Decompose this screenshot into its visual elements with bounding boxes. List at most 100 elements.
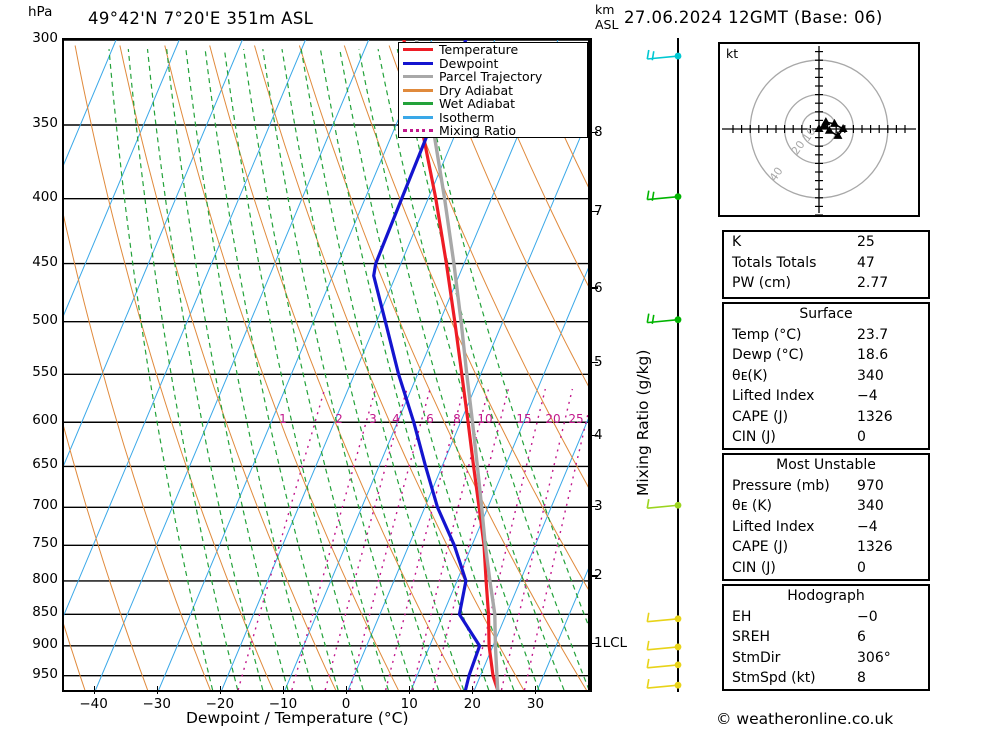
stat-key: θᴇ (K)	[732, 498, 772, 514]
mixing-ratio-label: 10	[477, 412, 493, 426]
altitude-tick-label: 1LCL	[594, 635, 628, 652]
legend-label: Isotherm	[439, 109, 495, 125]
temperature-tick-label: 20	[463, 696, 481, 712]
skewt-diagram[interactable]: Temperature Dewpoint Parcel Trajectory Dry …	[62, 38, 590, 692]
pressure-tick-label: 350	[32, 115, 58, 131]
legend-swatch	[403, 88, 433, 92]
stat-value: 0	[857, 429, 866, 445]
temperature-tick-mark	[282, 686, 284, 694]
stat-row: θᴇ(K) 340	[724, 366, 928, 387]
stat-row: Lifted Index −4	[724, 517, 928, 538]
pressure-tick-label: 800	[32, 570, 58, 587]
stat-value: 23.7	[857, 326, 889, 343]
wind-barb-column	[640, 38, 700, 692]
stat-key: CIN (J)	[732, 559, 776, 576]
temperature-tick-mark	[219, 686, 221, 694]
sounding-datetime: 27.06.2024 12GMT (Base: 06)	[624, 8, 883, 27]
x-axis-label: Dewpoint / Temperature (°C)	[186, 709, 409, 727]
stat-key: StmDir	[732, 649, 781, 666]
temperature-tick-mark	[409, 686, 411, 694]
stat-value: 47	[857, 254, 875, 271]
pressure-tick-label: 700	[32, 497, 58, 514]
legend-item-temperature: Temperature	[399, 43, 587, 57]
altitude-tick-label: 6	[594, 279, 603, 296]
hodograph-panel[interactable]: 10 20 40 kt	[718, 42, 920, 217]
stat-row: K 25	[724, 232, 928, 253]
station-title: 49°42'N 7°20'E 351m ASL	[88, 9, 314, 28]
pressure-unit-label: hPa	[28, 4, 53, 20]
stat-key: K	[732, 234, 742, 250]
legend-item-parcel-trajectory: Parcel Trajectory	[399, 70, 587, 84]
stat-row: Temp (°C) 23.7	[724, 325, 928, 346]
altitude-tick-label: 3	[594, 498, 603, 515]
stat-key: CIN (J)	[732, 429, 776, 445]
stat-row: θᴇ (K) 340	[724, 496, 928, 517]
altitude-tick-label: 5	[594, 354, 603, 371]
temperature-tick-label: 10	[400, 696, 418, 712]
altitude-axis: 8 7 6 5 4 3 2 1LCL	[590, 0, 660, 733]
pressure-tick-label: 850	[32, 604, 58, 621]
altitude-tick-label: 8	[594, 124, 603, 141]
stat-row: PW (cm) 2.77	[724, 273, 928, 294]
stat-key: EH	[732, 608, 752, 625]
mixing-ratio-label: 2	[335, 412, 343, 426]
temperature-tick-mark	[472, 686, 474, 694]
altitude-tick-mark	[590, 287, 598, 289]
stat-key: Lifted Index	[732, 388, 815, 404]
stat-key: SREH	[732, 629, 770, 645]
altitude-tick-mark	[590, 131, 598, 134]
stat-value: −4	[857, 388, 878, 404]
altitude-unit-label-line2: ASL	[595, 17, 619, 32]
stat-key: StmSpd (kt)	[732, 670, 816, 686]
legend-swatch	[403, 129, 433, 133]
most-unstable-panel: Most Unstable Pressure (mb) 970 θᴇ (K) 340 L…	[722, 453, 930, 581]
stat-row: Totals Totals 47	[724, 253, 928, 274]
temperature-tick-mark	[535, 686, 537, 694]
altitude-tick-label: 7	[594, 203, 603, 220]
pressure-tick-label: 900	[32, 635, 58, 652]
mixing-ratio-label: 20	[545, 412, 561, 426]
legend-label: Wet Adiabat	[439, 96, 516, 111]
legend-item-wet-adiabat: Wet Adiabat	[399, 97, 587, 111]
legend-item-dry-adiabat: Dry Adiabat	[399, 83, 587, 98]
pressure-tick-label: 300	[32, 30, 58, 46]
temperature-tick-label: −40	[79, 696, 108, 712]
temperature-tick-label: −20	[205, 696, 235, 712]
plot-legend: Temperature Dewpoint Parcel Trajectory Dry …	[398, 42, 588, 138]
altitude-tick-mark	[590, 574, 598, 577]
pressure-tick-label: 600	[32, 412, 58, 429]
stat-row: CAPE (J) 1326	[724, 407, 928, 428]
mixing-ratio-label: 6	[426, 412, 434, 426]
stat-value: 970	[857, 477, 884, 494]
legend-swatch	[403, 115, 433, 119]
stat-value: 340	[857, 498, 884, 514]
legend-label: Temperature	[439, 42, 519, 57]
stat-value: 1326	[857, 539, 893, 555]
svg-text:40: 40	[767, 165, 786, 184]
legend-item-mixing-ratio: Mixing Ratio	[399, 124, 587, 138]
stat-key: PW (cm)	[732, 275, 791, 291]
surface-panel: Surface Temp (°C) 23.7 Dewp (°C) 18.6 θᴇ(K) 3…	[722, 302, 930, 450]
temperature-tick-mark	[156, 686, 158, 694]
pressure-tick-label: 950	[32, 665, 58, 682]
hodograph-stats-panel: Hodograph EH −0 SREH 6 StmDir 306° StmSpd (kt)…	[722, 584, 930, 691]
stat-value: 0	[857, 559, 866, 576]
stat-row: CIN (J) 0	[724, 558, 928, 579]
indices-panel: K 25 Totals Totals 47 PW (cm) 2.77	[722, 230, 930, 299]
legend-item-dewpoint: Dewpoint	[399, 55, 587, 71]
stat-value: 2.77	[857, 275, 889, 291]
stat-key: Lifted Index	[732, 518, 815, 535]
mixing-ratio-label: 4	[392, 412, 400, 426]
pressure-tick-label: 550	[32, 364, 58, 381]
mixing-ratio-label: 3	[369, 412, 377, 426]
legend-label: Dewpoint	[439, 55, 499, 71]
temperature-tick-label: −30	[142, 696, 171, 712]
stat-value: −4	[857, 518, 878, 535]
stat-key: θᴇ(K)	[732, 367, 768, 384]
stat-row: EH −0	[724, 607, 928, 628]
mixing-ratio-label: 25	[568, 412, 584, 426]
stat-value: 1326	[857, 408, 893, 425]
stat-value: 18.6	[857, 347, 889, 363]
pressure-tick-label: 400	[32, 188, 58, 205]
stat-value: 340	[857, 367, 884, 384]
